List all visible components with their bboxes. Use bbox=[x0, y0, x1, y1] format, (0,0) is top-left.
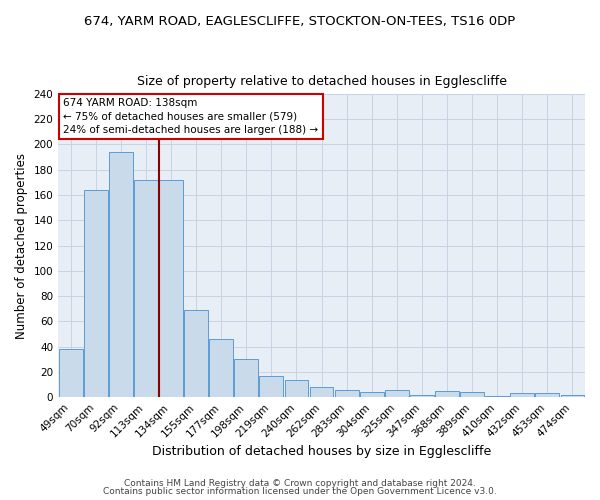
Bar bbox=[159, 180, 183, 397]
Text: Contains HM Land Registry data © Crown copyright and database right 2024.: Contains HM Land Registry data © Crown c… bbox=[124, 478, 476, 488]
Text: 674 YARM ROAD: 138sqm
← 75% of detached houses are smaller (579)
24% of semi-det: 674 YARM ROAD: 138sqm ← 75% of detached … bbox=[64, 98, 319, 135]
Text: Contains public sector information licensed under the Open Government Licence v3: Contains public sector information licen… bbox=[103, 487, 497, 496]
Bar bbox=[485, 396, 509, 397]
Bar bbox=[460, 392, 484, 397]
Bar bbox=[235, 360, 258, 397]
Bar bbox=[59, 349, 83, 397]
Bar bbox=[209, 339, 233, 397]
Bar bbox=[310, 387, 334, 397]
Y-axis label: Number of detached properties: Number of detached properties bbox=[15, 152, 28, 338]
Bar bbox=[435, 391, 459, 397]
Bar bbox=[560, 394, 584, 397]
Title: Size of property relative to detached houses in Egglescliffe: Size of property relative to detached ho… bbox=[137, 76, 506, 88]
Bar bbox=[284, 380, 308, 397]
Text: 674, YARM ROAD, EAGLESCLIFFE, STOCKTON-ON-TEES, TS16 0DP: 674, YARM ROAD, EAGLESCLIFFE, STOCKTON-O… bbox=[85, 15, 515, 28]
Bar bbox=[511, 394, 534, 397]
Bar bbox=[385, 390, 409, 397]
Bar bbox=[134, 180, 158, 397]
Bar bbox=[259, 376, 283, 397]
X-axis label: Distribution of detached houses by size in Egglescliffe: Distribution of detached houses by size … bbox=[152, 444, 491, 458]
Bar bbox=[184, 310, 208, 397]
Bar bbox=[109, 152, 133, 397]
Bar bbox=[360, 392, 383, 397]
Bar bbox=[335, 390, 359, 397]
Bar bbox=[535, 394, 559, 397]
Bar bbox=[84, 190, 108, 397]
Bar bbox=[410, 394, 434, 397]
